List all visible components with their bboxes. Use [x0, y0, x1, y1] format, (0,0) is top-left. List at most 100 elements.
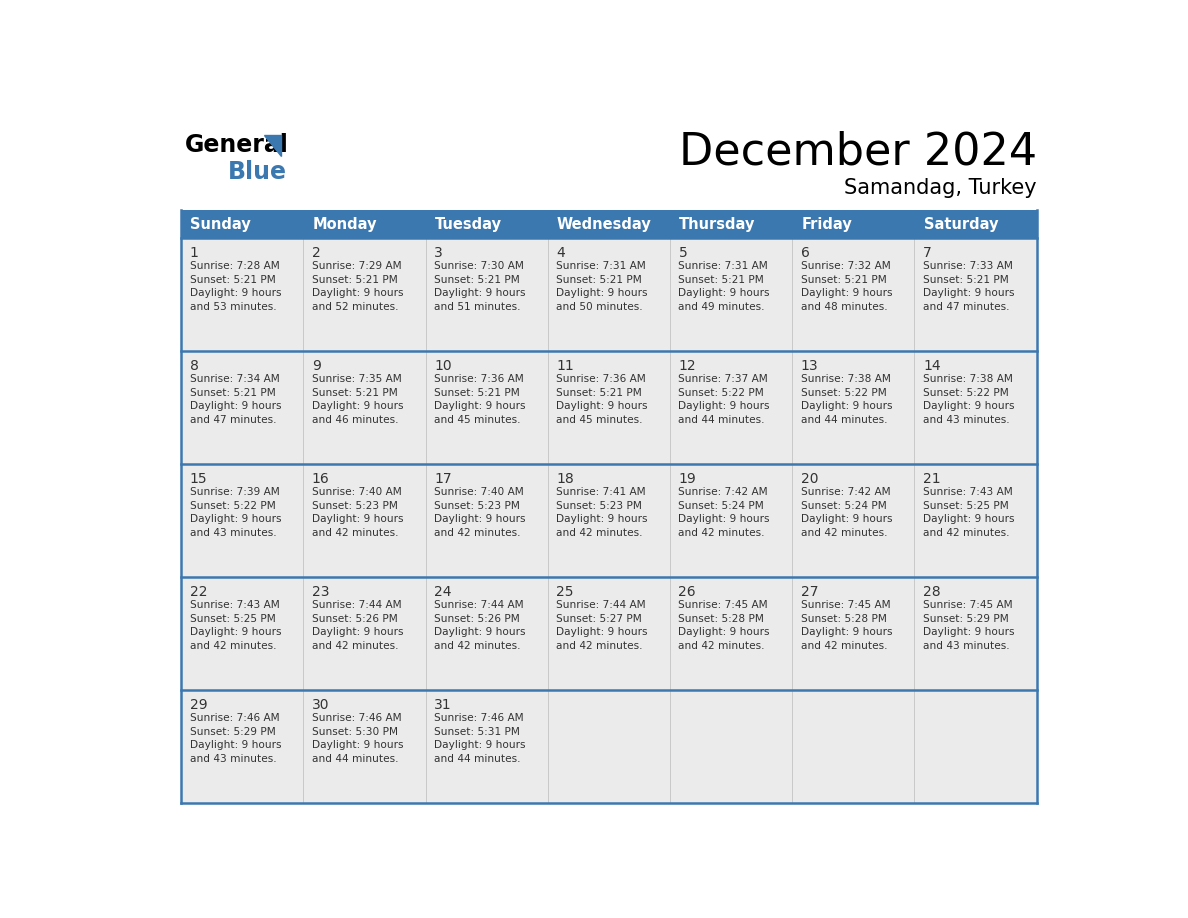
Text: 23: 23: [311, 585, 329, 599]
Text: 24: 24: [434, 585, 451, 599]
Text: Monday: Monday: [312, 217, 377, 231]
Text: Sunset: 5:23 PM: Sunset: 5:23 PM: [434, 500, 520, 510]
Text: Sunrise: 7:46 AM: Sunrise: 7:46 AM: [190, 713, 279, 723]
Text: and 42 minutes.: and 42 minutes.: [311, 641, 398, 651]
Bar: [303, 238, 425, 351]
Text: and 43 minutes.: and 43 minutes.: [923, 641, 1010, 651]
Text: Sunset: 5:26 PM: Sunset: 5:26 PM: [311, 613, 398, 623]
Text: 19: 19: [678, 472, 696, 486]
Bar: [548, 238, 670, 351]
Text: and 42 minutes.: and 42 minutes.: [556, 528, 643, 538]
Text: Daylight: 9 hours: Daylight: 9 hours: [678, 401, 770, 411]
Text: and 42 minutes.: and 42 minutes.: [801, 528, 887, 538]
Text: Sunrise: 7:44 AM: Sunrise: 7:44 AM: [556, 600, 646, 610]
Text: Sunset: 5:24 PM: Sunset: 5:24 PM: [678, 500, 764, 510]
Text: 1: 1: [190, 246, 198, 260]
Text: Daylight: 9 hours: Daylight: 9 hours: [311, 627, 403, 637]
Text: 17: 17: [434, 472, 451, 486]
Text: Daylight: 9 hours: Daylight: 9 hours: [190, 401, 282, 411]
Text: Daylight: 9 hours: Daylight: 9 hours: [311, 740, 403, 750]
Bar: [181, 577, 303, 690]
Text: Daylight: 9 hours: Daylight: 9 hours: [190, 514, 282, 524]
Text: Daylight: 9 hours: Daylight: 9 hours: [801, 288, 892, 298]
Text: and 42 minutes.: and 42 minutes.: [923, 528, 1010, 538]
Text: and 42 minutes.: and 42 minutes.: [311, 528, 398, 538]
Text: Sunset: 5:31 PM: Sunset: 5:31 PM: [434, 727, 520, 737]
Text: Daylight: 9 hours: Daylight: 9 hours: [678, 514, 770, 524]
Text: Daylight: 9 hours: Daylight: 9 hours: [434, 627, 525, 637]
Text: 29: 29: [190, 698, 207, 711]
Text: and 44 minutes.: and 44 minutes.: [801, 415, 887, 424]
Text: Sunset: 5:29 PM: Sunset: 5:29 PM: [923, 613, 1009, 623]
Text: Daylight: 9 hours: Daylight: 9 hours: [311, 288, 403, 298]
Text: and 44 minutes.: and 44 minutes.: [434, 754, 520, 764]
Text: Daylight: 9 hours: Daylight: 9 hours: [678, 627, 770, 637]
Text: 14: 14: [923, 359, 941, 373]
Bar: [670, 238, 792, 351]
Text: 4: 4: [556, 246, 565, 260]
Text: Wednesday: Wednesday: [557, 217, 652, 231]
Text: Sunset: 5:23 PM: Sunset: 5:23 PM: [556, 500, 643, 510]
Text: Sunrise: 7:35 AM: Sunrise: 7:35 AM: [311, 375, 402, 384]
Text: 15: 15: [190, 472, 207, 486]
Text: 5: 5: [678, 246, 687, 260]
Text: Sunset: 5:22 PM: Sunset: 5:22 PM: [923, 387, 1009, 397]
Text: and 44 minutes.: and 44 minutes.: [678, 415, 765, 424]
Text: Daylight: 9 hours: Daylight: 9 hours: [190, 740, 282, 750]
Text: Sunrise: 7:45 AM: Sunrise: 7:45 AM: [678, 600, 769, 610]
Text: Sunrise: 7:45 AM: Sunrise: 7:45 AM: [923, 600, 1012, 610]
Bar: [792, 238, 915, 351]
Text: Sunset: 5:21 PM: Sunset: 5:21 PM: [311, 274, 398, 285]
Text: 12: 12: [678, 359, 696, 373]
Text: Sunset: 5:22 PM: Sunset: 5:22 PM: [190, 500, 276, 510]
Text: Sunrise: 7:32 AM: Sunrise: 7:32 AM: [801, 261, 891, 271]
Text: Sunrise: 7:34 AM: Sunrise: 7:34 AM: [190, 375, 279, 384]
Text: Daylight: 9 hours: Daylight: 9 hours: [434, 401, 525, 411]
Text: Sunrise: 7:36 AM: Sunrise: 7:36 AM: [434, 375, 524, 384]
Text: Daylight: 9 hours: Daylight: 9 hours: [801, 401, 892, 411]
Bar: [548, 690, 670, 803]
Text: Sunset: 5:21 PM: Sunset: 5:21 PM: [311, 387, 398, 397]
Text: Sunset: 5:24 PM: Sunset: 5:24 PM: [801, 500, 886, 510]
Text: Daylight: 9 hours: Daylight: 9 hours: [434, 740, 525, 750]
Bar: [915, 238, 1037, 351]
Text: 6: 6: [801, 246, 809, 260]
Text: Daylight: 9 hours: Daylight: 9 hours: [434, 288, 525, 298]
Bar: [670, 351, 792, 465]
Text: Sunset: 5:28 PM: Sunset: 5:28 PM: [678, 613, 764, 623]
Text: Sunday: Sunday: [190, 217, 251, 231]
Text: 8: 8: [190, 359, 198, 373]
Text: 13: 13: [801, 359, 819, 373]
Text: 18: 18: [556, 472, 574, 486]
Text: 21: 21: [923, 472, 941, 486]
Text: Blue: Blue: [228, 161, 286, 185]
Text: Sunset: 5:21 PM: Sunset: 5:21 PM: [556, 274, 642, 285]
Bar: [915, 465, 1037, 577]
Text: Sunrise: 7:45 AM: Sunrise: 7:45 AM: [801, 600, 890, 610]
Text: General: General: [185, 133, 289, 157]
Text: Samandag, Turkey: Samandag, Turkey: [843, 178, 1037, 198]
Text: 9: 9: [311, 359, 321, 373]
Text: Sunset: 5:29 PM: Sunset: 5:29 PM: [190, 727, 276, 737]
Text: Sunrise: 7:28 AM: Sunrise: 7:28 AM: [190, 261, 279, 271]
Text: Daylight: 9 hours: Daylight: 9 hours: [190, 288, 282, 298]
Text: Sunrise: 7:44 AM: Sunrise: 7:44 AM: [311, 600, 402, 610]
Bar: [670, 577, 792, 690]
Text: Sunset: 5:27 PM: Sunset: 5:27 PM: [556, 613, 642, 623]
Bar: [181, 210, 1037, 238]
Bar: [792, 690, 915, 803]
Text: Sunrise: 7:33 AM: Sunrise: 7:33 AM: [923, 261, 1013, 271]
Text: 10: 10: [434, 359, 451, 373]
Text: 7: 7: [923, 246, 931, 260]
Bar: [181, 351, 303, 465]
Text: Sunset: 5:21 PM: Sunset: 5:21 PM: [678, 274, 764, 285]
Text: Daylight: 9 hours: Daylight: 9 hours: [801, 514, 892, 524]
Text: Sunrise: 7:42 AM: Sunrise: 7:42 AM: [678, 487, 769, 498]
Bar: [670, 465, 792, 577]
Text: 3: 3: [434, 246, 443, 260]
Text: Sunrise: 7:38 AM: Sunrise: 7:38 AM: [923, 375, 1013, 384]
Text: and 45 minutes.: and 45 minutes.: [434, 415, 520, 424]
Text: Sunset: 5:21 PM: Sunset: 5:21 PM: [801, 274, 886, 285]
Text: Sunrise: 7:43 AM: Sunrise: 7:43 AM: [923, 487, 1012, 498]
Text: Sunrise: 7:30 AM: Sunrise: 7:30 AM: [434, 261, 524, 271]
